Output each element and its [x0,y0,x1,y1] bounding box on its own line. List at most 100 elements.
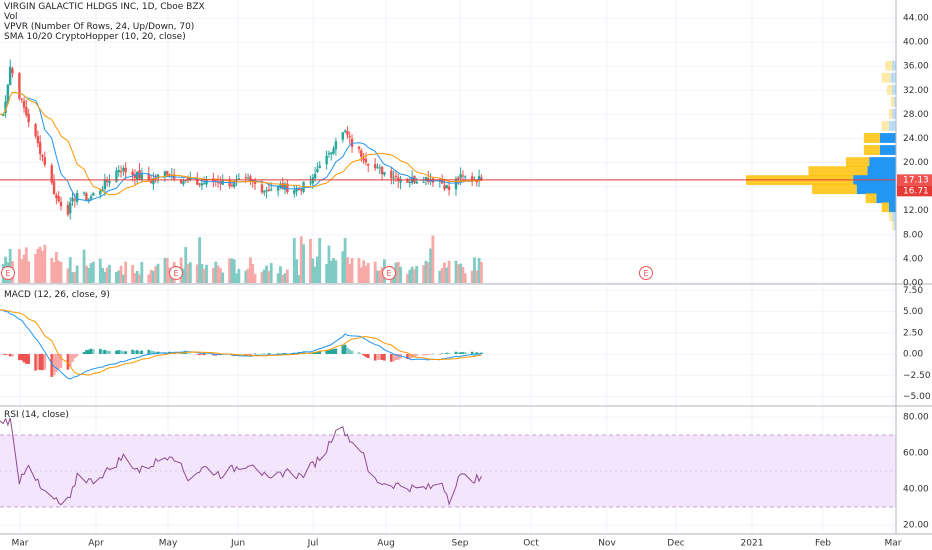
volume-bar-30 [91,261,95,283]
volume-bar-14 [41,250,44,283]
volume-bar-94 [299,236,303,283]
macd-hist-47 [149,350,153,354]
candle-body-45 [140,173,144,181]
candle-body-91 [293,190,296,194]
candle-body-30 [92,193,95,196]
volume-bar-27 [85,265,88,283]
candle-body-89 [283,183,287,190]
macd-hist-119 [380,354,384,360]
vpvr-up-row-5 [888,121,896,131]
legend-vpvr[interactable]: VPVR (Number Of Rows, 24, Up/Down, 70) [4,22,195,32]
candle-body-33 [103,179,107,190]
time-tick-label-1: Apr [88,539,104,549]
price-tick-label-4: 28.00 [903,110,929,120]
price-badge-bg-0 [897,174,932,186]
macd-hist-141 [454,351,458,354]
macd-hist-144 [461,352,465,354]
macd-hist-7 [20,354,24,361]
time-tick-label-11: Feb [815,539,831,549]
vpvr-down-row-9 [808,166,868,177]
volume-bar-46 [147,274,151,283]
volume-bar-108 [346,257,349,283]
earnings-marker-label-0: E [5,269,10,278]
candle-body-40 [124,167,127,173]
macd-hist-42 [133,350,137,354]
volume-bar-52 [165,257,169,283]
volume-bar-127 [408,269,412,283]
price-tick-label-10: 4.00 [903,254,923,264]
price-tick-label-9: 8.00 [903,230,923,240]
macd-hist-138 [443,353,446,355]
candle-body-8 [22,100,26,108]
legend-title[interactable]: VIRGIN GALACTIC HLDGS INC, 1D, Cboe BZX [4,2,205,12]
volume-bar-95 [302,244,305,283]
macd-hist-127 [408,354,412,359]
volume-bar-105 [334,260,338,283]
legend-macd[interactable]: MACD (12, 26, close, 9) [4,290,110,300]
candle-body-140 [447,186,451,191]
volume-bar-91 [292,237,296,283]
legend-rsi[interactable]: RSI (14, close) [4,410,69,420]
macd-hist-20 [59,354,63,368]
volume-bar-115 [366,262,370,283]
macd-hist-53 [168,352,171,354]
macd-hist-93 [297,352,301,354]
legend-sma[interactable]: SMA 10/20 CryptoHopper (10, 20, close) [4,32,186,42]
volume-bar-133 [426,262,430,283]
vpvr-down-row-11 [812,184,857,195]
candle-body-119 [380,167,384,175]
candle-body-7 [20,98,23,100]
volume-bar-93 [297,274,301,283]
candle-body-106 [341,132,345,140]
macd-hist-30 [92,349,95,354]
candle-body-130 [415,181,418,184]
price-tick-label-6: 20.00 [903,158,929,168]
macd-hist-14 [41,354,44,371]
volume-bar-84 [267,271,271,283]
macd-hist-63 [200,354,204,355]
volume-bar-103 [329,260,333,283]
macd-tick-label-2: 2.50 [903,328,923,338]
candle-body-146 [470,176,474,180]
volume-bar-110 [350,257,354,283]
time-tick-label-12: Mar [885,539,902,549]
volume-bars [1,235,483,283]
volume-bar-134 [429,248,432,283]
macd-hist-105 [334,348,338,354]
volume-bar-31 [98,258,102,283]
macd-hist-143 [459,352,462,354]
volume-bar-111 [357,257,361,283]
candle-body-94 [300,189,303,191]
macd-hist-11 [34,354,37,371]
macd-hist-79 [251,354,255,355]
macd-hist-98 [313,352,317,354]
volume-bar-140 [447,260,451,283]
earnings-marker-label-2: E [386,269,391,278]
volume-bar-11 [34,254,37,283]
vpvr-up-row-9 [867,166,896,177]
candle-body-105 [334,141,338,150]
vpvr-down-row-15 [892,220,895,231]
macd-tick-label-0: 7.50 [903,286,923,296]
volume-bar-78 [249,257,252,283]
candle-body-73 [233,180,236,187]
volume-bar-32 [101,267,104,283]
macd-hist-112 [359,353,363,355]
macd-hist-1 [1,354,5,355]
macd-hist-103 [329,349,333,354]
macd-hist-27 [85,350,88,354]
candle-body-121 [390,170,393,179]
macd-hist-142 [457,352,460,354]
candle-body-52 [166,170,169,175]
macd-hist-122 [392,354,395,362]
candle-body-102 [327,153,331,155]
vpvr-down-row-1 [881,72,891,83]
macd-hist-102 [327,349,331,354]
volume-bar-125 [399,266,402,283]
candle-body-97 [311,177,314,184]
macd-tick-label-3: 0.00 [903,350,923,360]
legend-vol[interactable]: Vol [4,12,18,22]
macd-hist-126 [406,354,409,360]
